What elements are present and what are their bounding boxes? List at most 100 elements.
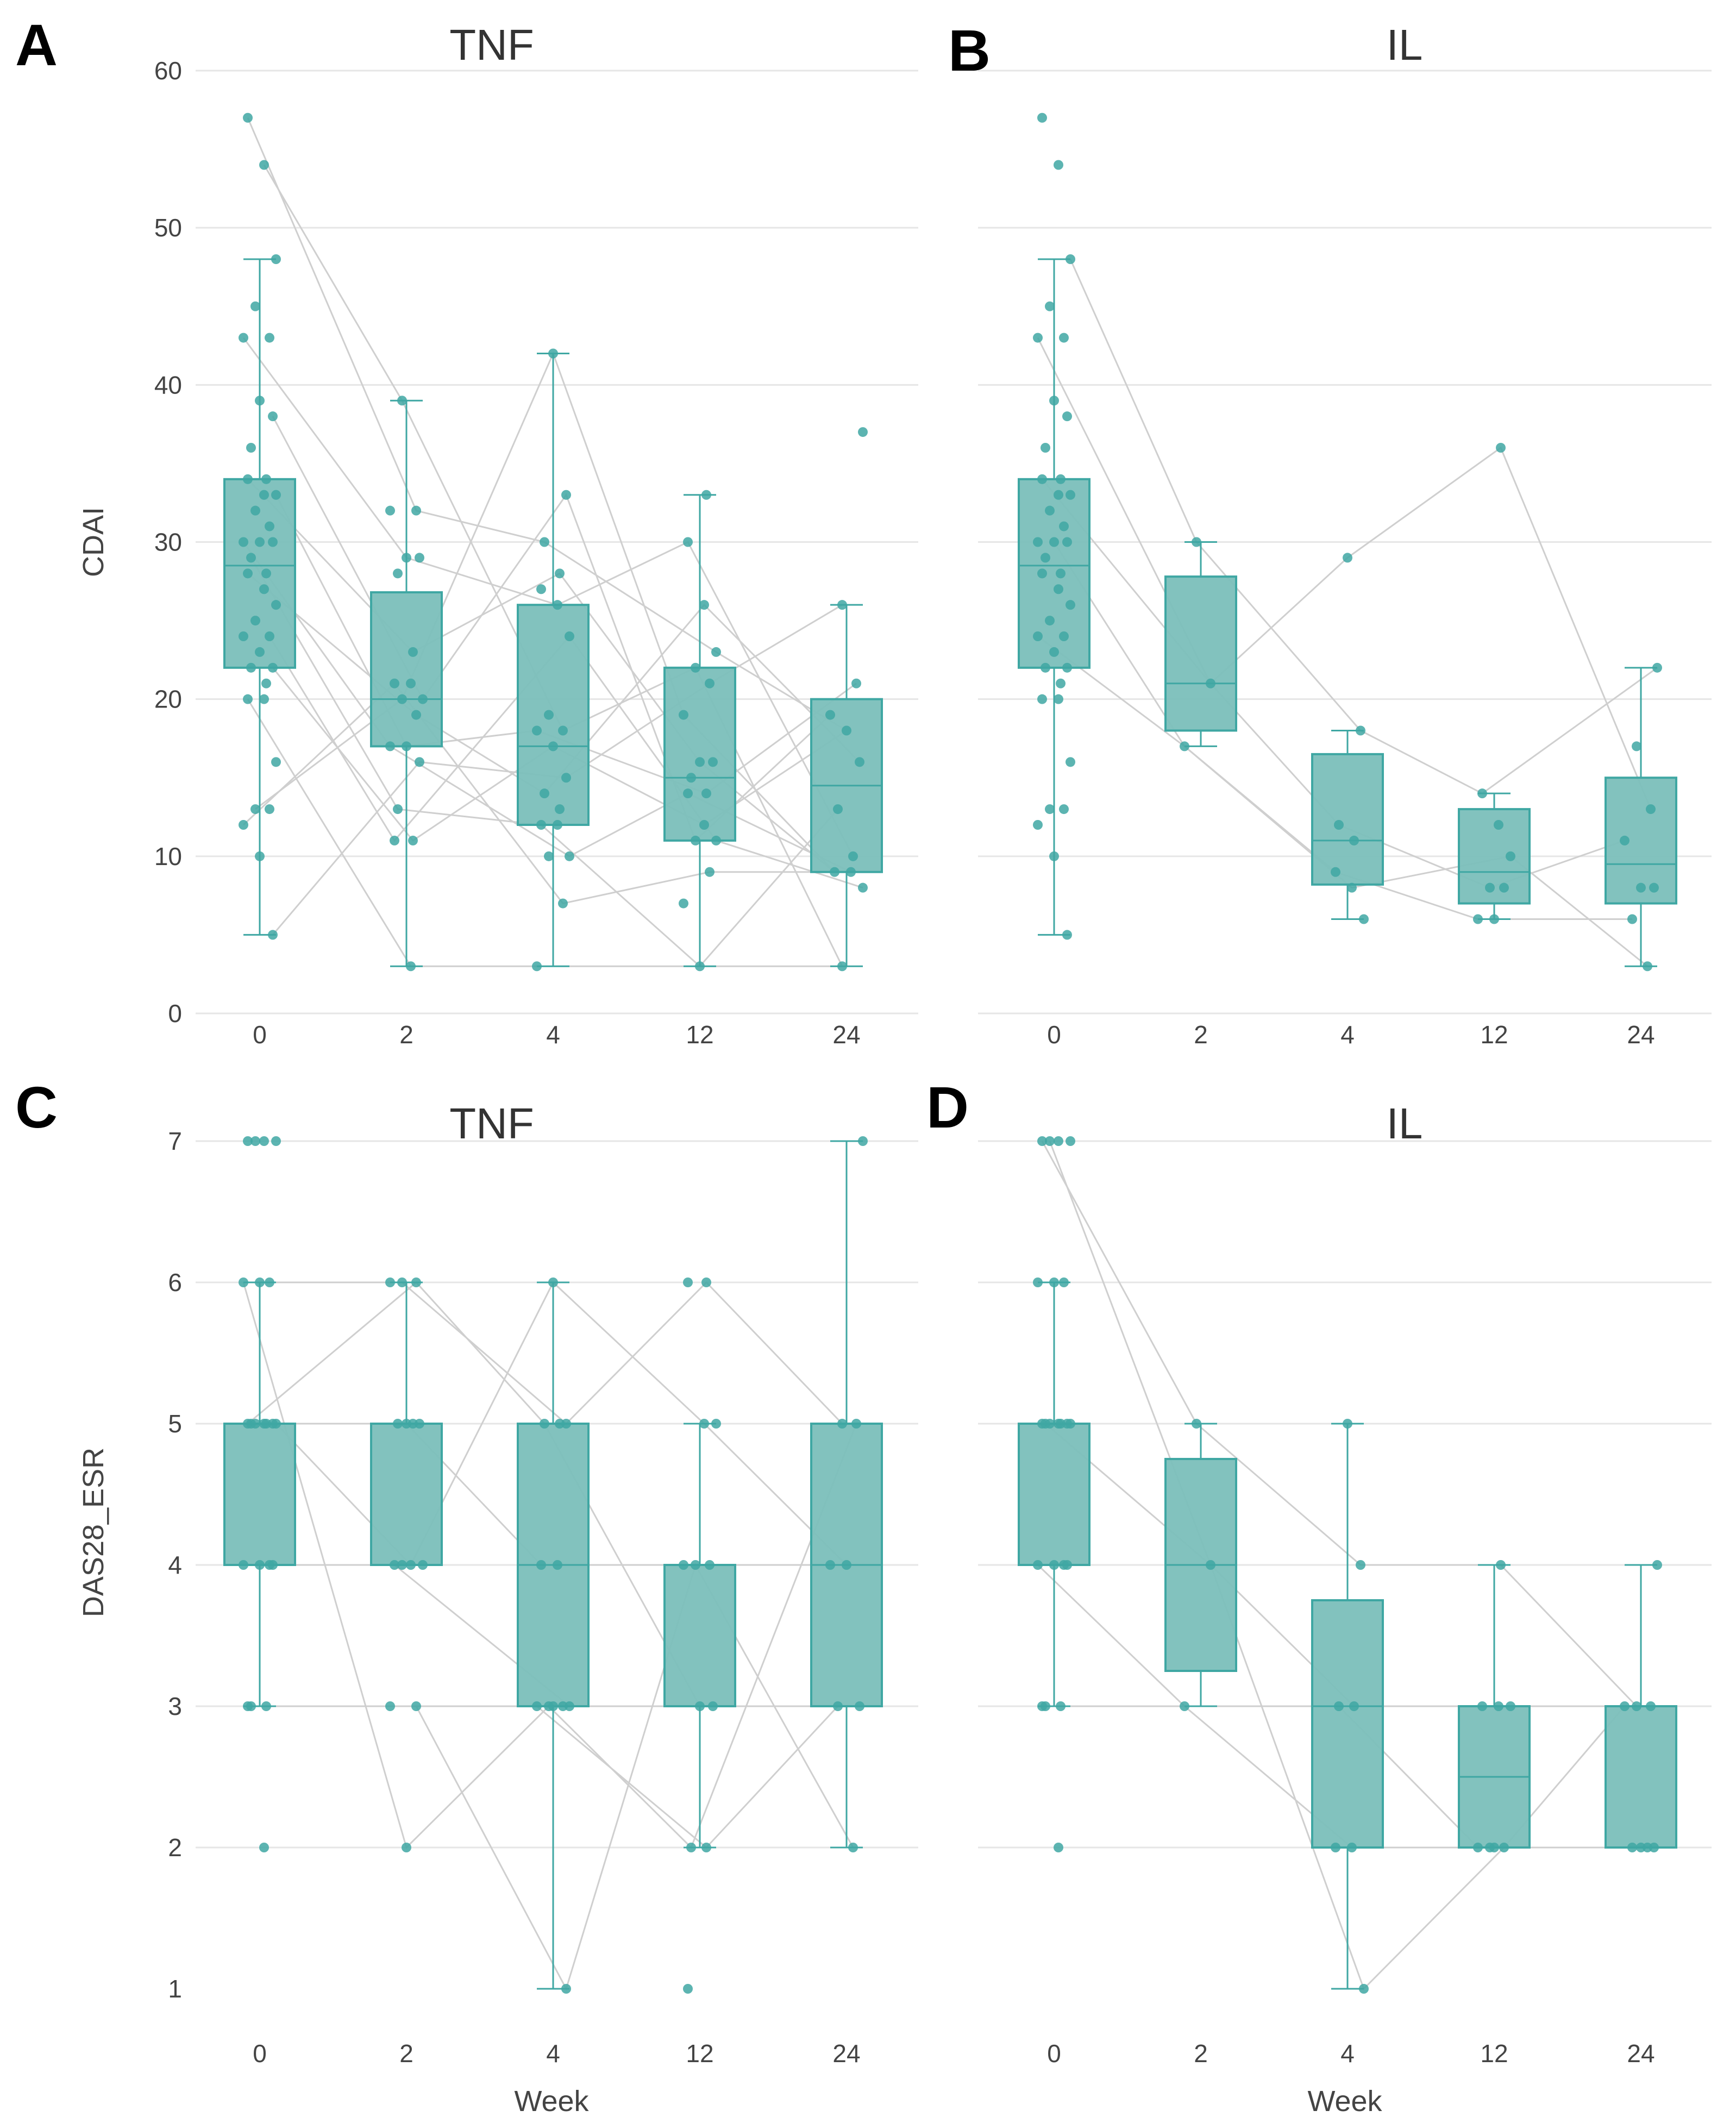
data-point (406, 961, 416, 972)
x-axis-label: Week (514, 2085, 589, 2118)
data-point (259, 694, 269, 704)
data-point (1033, 333, 1043, 343)
data-point (548, 348, 558, 359)
x-tick-label: 4 (546, 2039, 560, 2068)
data-point (393, 568, 403, 579)
y-tick-label: 7 (168, 1127, 182, 1155)
data-point (261, 474, 271, 484)
x-tick-label: 12 (686, 2039, 713, 2068)
x-tick-label: 2 (1194, 1020, 1208, 1049)
data-point (239, 1277, 248, 1287)
data-point (1473, 914, 1483, 924)
data-point (402, 553, 411, 563)
data-point (705, 867, 715, 877)
data-point (415, 757, 424, 767)
data-point (1620, 1701, 1630, 1711)
data-point (1054, 490, 1063, 500)
data-point (555, 568, 565, 579)
data-point (1496, 443, 1506, 453)
data-point (390, 835, 399, 846)
data-point (1037, 568, 1047, 579)
data-point (255, 537, 265, 547)
data-point (683, 1984, 693, 1994)
data-point (239, 333, 248, 343)
data-point (825, 1560, 835, 1570)
data-point (855, 757, 864, 767)
data-point (402, 1843, 411, 1852)
data-point (679, 710, 688, 720)
data-point (265, 804, 274, 815)
data-point (1066, 1136, 1075, 1146)
data-point (837, 961, 847, 972)
data-point (558, 725, 568, 736)
data-point (699, 1419, 709, 1429)
data-point (268, 930, 278, 940)
data-point (558, 898, 568, 909)
data-point (250, 616, 260, 626)
data-point (271, 490, 281, 500)
data-point (1334, 1701, 1344, 1711)
data-point (1056, 678, 1066, 688)
data-point (1066, 254, 1075, 264)
data-point (246, 443, 256, 453)
data-point (411, 505, 421, 516)
data-point (1180, 1701, 1189, 1711)
data-point (858, 882, 868, 893)
data-point (268, 662, 278, 673)
data-point (1037, 694, 1047, 704)
data-point (1033, 820, 1043, 830)
data-point (1477, 1701, 1487, 1711)
data-point (532, 1701, 542, 1711)
data-point (555, 1419, 565, 1429)
data-point (1620, 835, 1630, 846)
data-point (1192, 1419, 1201, 1429)
data-point (255, 396, 265, 406)
data-point (1062, 537, 1072, 547)
data-point (1485, 882, 1495, 893)
data-point (1045, 804, 1055, 815)
data-point (1059, 521, 1069, 531)
x-tick-label: 24 (832, 1020, 860, 1049)
data-point (565, 631, 574, 641)
y-tick-label: 20 (154, 685, 182, 713)
data-point (536, 584, 546, 594)
data-point (243, 474, 253, 484)
data-point (246, 553, 256, 563)
data-point (711, 647, 721, 657)
data-point (708, 1701, 718, 1711)
data-point (548, 1701, 558, 1711)
box (223, 478, 296, 669)
data-point (1045, 616, 1055, 626)
data-point (1049, 1277, 1059, 1287)
data-point (1473, 1843, 1483, 1852)
data-point (1180, 741, 1189, 751)
data-point (243, 568, 253, 579)
data-point (271, 1136, 281, 1146)
data-point (1045, 1136, 1055, 1146)
data-point (1627, 1843, 1637, 1852)
data-point (536, 1560, 546, 1570)
data-point (1192, 537, 1201, 547)
data-point (1646, 804, 1656, 815)
data-point (1059, 333, 1069, 343)
data-point (1045, 505, 1055, 516)
panel-b: 0 2 4 12 24B IL (948, 17, 1712, 1049)
box (1018, 1423, 1091, 1566)
x-tick-label: 0 (1047, 2039, 1061, 2068)
data-point (846, 867, 856, 877)
data-point (536, 820, 546, 830)
data-point (837, 600, 847, 610)
data-point (415, 553, 424, 563)
data-point (250, 1136, 260, 1146)
data-point (830, 867, 839, 877)
data-point (711, 1419, 721, 1429)
data-point (243, 112, 253, 123)
data-point (1049, 1560, 1059, 1570)
data-point (1494, 820, 1503, 830)
x-tick-label: 24 (832, 2039, 860, 2068)
data-point (397, 694, 407, 704)
data-point (261, 678, 271, 688)
x-tick-label: 0 (253, 1020, 267, 1049)
data-point (695, 1701, 705, 1711)
